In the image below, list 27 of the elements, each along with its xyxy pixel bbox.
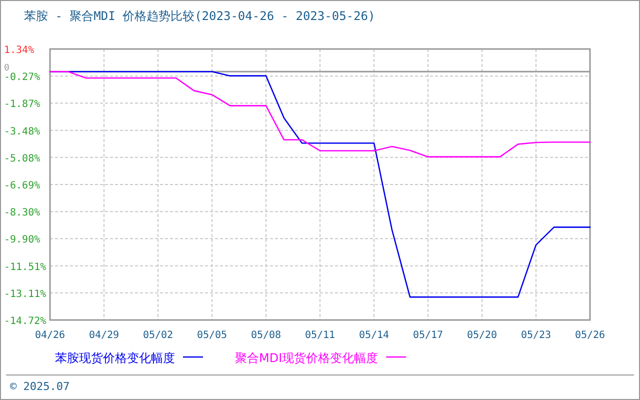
y-tick-label: 1.34% [4,45,34,56]
ref-line-label: 0 [4,64,10,74]
y-tick-label: -8.30% [4,208,40,219]
x-tick-label: 05/14 [358,330,390,341]
y-tick-label: -14.72% [4,316,46,327]
y-tick-label: -9.90% [4,234,40,246]
legend-label: 聚合MDI现货价格变化幅度 [235,351,378,365]
chart-title: 苯胺 - 聚合MDI 价格趋势比较(2023-04-26 - 2023-05-26) [24,9,376,23]
x-tick-label: 05/05 [196,330,228,341]
y-tick-label: -1.87% [4,99,40,110]
y-tick-label: -11.51% [4,262,46,273]
x-tick-label: 04/26 [34,330,66,341]
x-tick-label: 05/20 [466,330,498,341]
text: © 2025.07 [10,380,70,393]
x-tick-label: 05/26 [574,330,606,341]
y-tick-label: -5.08% [4,153,40,164]
legend-label: 苯胺现货价格变化幅度 [55,351,175,365]
y-tick-label: -0.27% [4,72,40,84]
x-tick-label: 05/17 [412,330,444,341]
y-tick-label: -6.69% [4,180,40,192]
x-tick-label: 04/29 [88,330,120,341]
x-tick-label: 05/11 [304,330,336,341]
x-tick-label: 05/02 [142,330,174,341]
x-tick-label: 05/08 [250,330,282,341]
y-tick-label: -3.48% [4,126,40,138]
y-tick-label: -13.11% [4,288,46,300]
x-tick-label: 05/23 [520,330,552,341]
